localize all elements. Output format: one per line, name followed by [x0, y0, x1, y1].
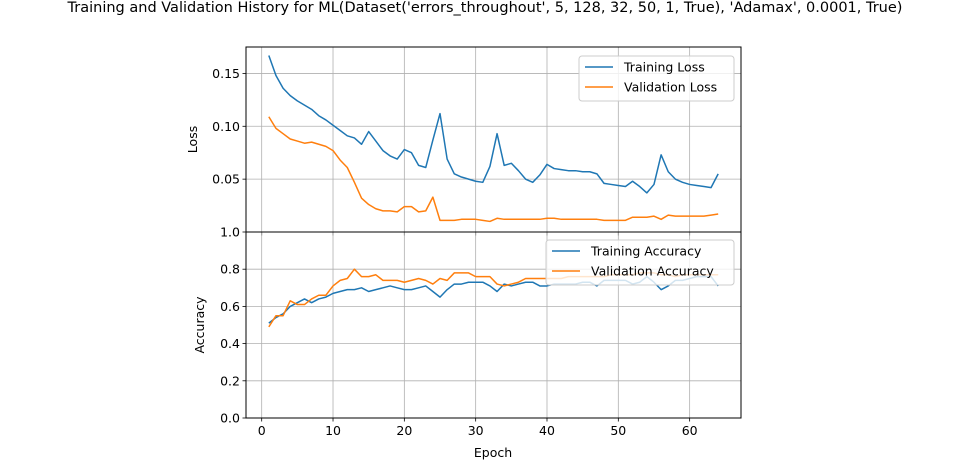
accuracy-ytick-label-3: 0.6: [220, 299, 240, 314]
xtick-label-5: 50: [610, 423, 626, 438]
accuracy-ytick-label-0: 0.0: [220, 411, 240, 426]
xtick-label-3: 30: [468, 423, 484, 438]
accuracy-ytick-label-4: 0.8: [220, 262, 240, 277]
loss-ylabel: Loss: [185, 126, 200, 153]
loss-validation-line: [268, 116, 719, 223]
loss-legend-label-validation: Validation Loss: [624, 80, 717, 95]
xtick-label-6: 60: [682, 423, 698, 438]
loss-legend: [578, 55, 735, 102]
accuracy-ytick-label-5: 1.0: [220, 225, 240, 240]
loss-subplot: 0.05 0.10 0.15 Loss Training Loss Validation …: [185, 46, 742, 236]
accuracy-ylabel: Accuracy: [192, 296, 207, 354]
loss-ytick-label-1: 0.10: [212, 119, 240, 134]
xtick-label-2: 20: [396, 423, 412, 438]
loss-ytick-label-0: 0.05: [212, 172, 240, 187]
accuracy-legend: [545, 239, 735, 286]
chart-title: Training and Validation History for ML(D…: [67, 0, 903, 16]
accuracy-ytick-label-1: 0.2: [220, 373, 240, 388]
loss-training-line: [268, 55, 719, 194]
x-axis-label: Epoch: [474, 445, 512, 460]
accuracy-legend-label-validation: Validation Accuracy: [591, 264, 714, 279]
accuracy-subplot: 0.0 0.2 0.4 0.6 0.8 1.0 0 10 20 30 40 50 60 Accuracy T…: [192, 225, 742, 438]
xtick-label-1: 10: [325, 423, 341, 438]
loss-ytick-label-2: 0.15: [212, 66, 240, 81]
xtick-label-4: 40: [539, 423, 555, 438]
accuracy-axes-frame: [245, 231, 742, 419]
accuracy-legend-label-training: Training Accuracy: [590, 244, 702, 259]
accuracy-ytick-label-2: 0.4: [220, 336, 240, 351]
loss-legend-label-training: Training Loss: [623, 60, 705, 75]
xtick-label-0: 0: [258, 423, 266, 438]
